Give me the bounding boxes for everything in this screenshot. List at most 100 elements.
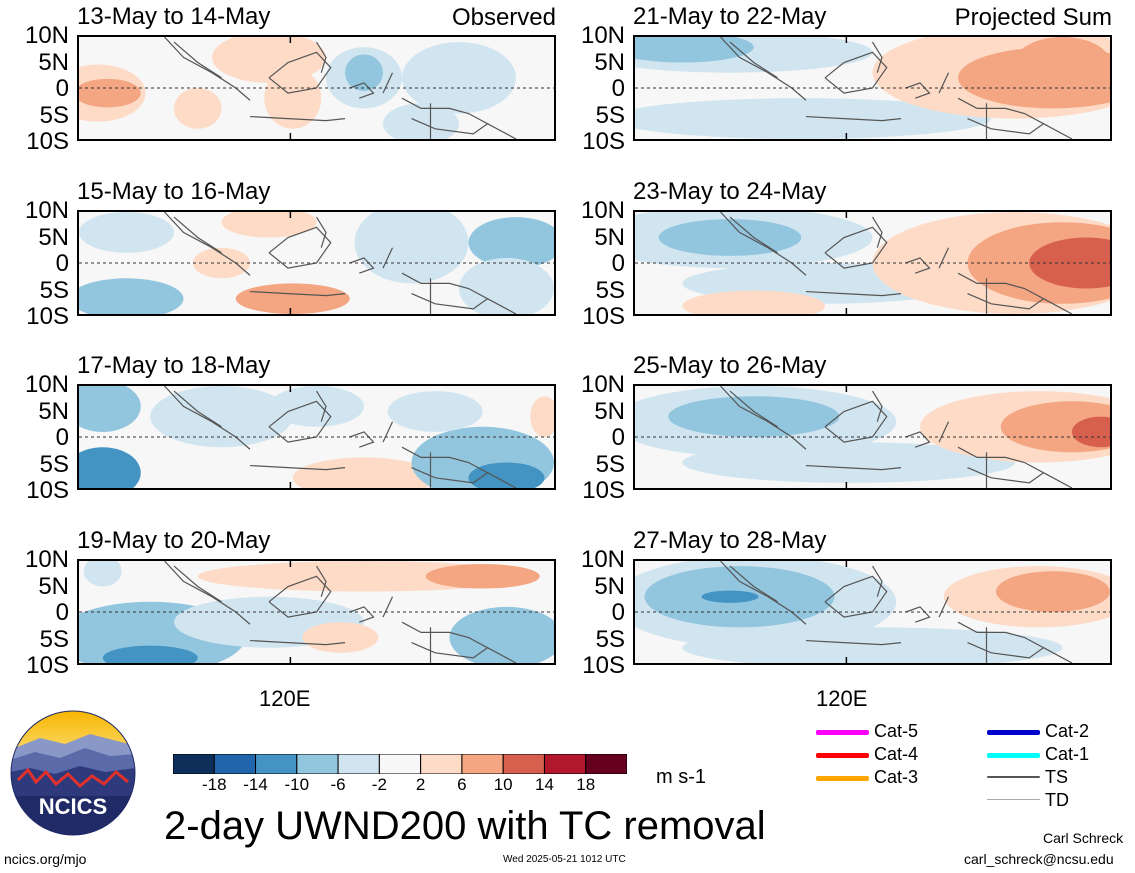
coastline [938,72,950,94]
y-tick-label: 0 [55,75,69,102]
legend-label-td: TD [1045,790,1069,810]
colorbar-tick-label: 6 [457,775,467,794]
contour-region [1015,37,1110,88]
legend-line-td [987,799,1040,800]
y-tick-label: 5N [38,572,69,600]
heatmap-plot [77,384,556,490]
colorbar-tick-label: 10 [493,775,513,794]
legend-label-cat-5: Cat-5 [874,721,919,741]
colorbar-swatch [378,753,422,775]
coastline [249,115,346,122]
contour-region [635,98,992,139]
panel-title: 17-May to 18-May [77,352,271,379]
colorbar-tick-label: 14 [534,775,554,794]
contour-region [682,627,1063,663]
coastline [173,390,222,428]
colorbar-swatch [337,753,380,775]
coastline [1043,123,1073,139]
heatmap-plot [77,210,556,316]
coastline [401,621,489,659]
y-tick-label: 10S [582,477,625,504]
contour-region [269,386,364,427]
contour-region [468,217,554,269]
coastline [720,561,807,625]
heatmap-plot [633,559,1112,665]
coastline [315,565,327,597]
y-tick-label: 0 [55,250,69,277]
contour-region [221,212,317,238]
y-tick-label: 0 [611,424,625,451]
y-tick-label: 5N [594,572,625,600]
coastline [720,212,807,276]
y-tick-label: 5S [595,450,625,478]
coastline [729,216,778,254]
coastline [729,41,778,79]
coastline [938,421,950,443]
y-tick-label: 5N [594,48,625,76]
logo-text: NCICS [39,794,107,819]
coastline [249,639,346,646]
heatmap-plot [633,384,1112,490]
y-tick-label: 5N [594,223,625,251]
contour-region [449,606,554,663]
y-tick-label: 10N [24,197,69,224]
contour-region [996,571,1110,612]
legend-line-cat-2 [987,730,1040,735]
contour-region [1072,416,1110,448]
coastline [729,565,778,603]
heatmap-plot [633,210,1112,316]
coastline [720,386,807,450]
contour-region [193,247,250,279]
coastline [1043,298,1073,314]
contour-region [668,396,840,437]
y-tick-label: 10N [24,22,69,49]
colorbar-swatch [172,753,215,775]
coastline [805,464,902,471]
y-tick-label: 10N [580,197,625,224]
coastline [382,247,394,269]
panel-label: Observed [451,4,556,31]
y-tick-label: 10S [26,477,69,504]
contour-region [83,561,122,587]
heatmap-plot [77,35,556,141]
panel-label: Projected Sum [954,4,1112,31]
y-tick-label: 10S [582,652,625,679]
x-tick-label-right: 120E [816,686,868,711]
colorbar-swatch [213,753,257,775]
footer-email: carl_schreck@ncsu.edu [964,851,1114,867]
coastline [1043,647,1073,663]
panel-title: 25-May to 26-May [633,352,827,379]
y-tick-label: 5N [38,48,69,76]
colorbar-tick-label: -10 [284,775,310,794]
colorbar-swatch [543,753,587,775]
coastline [938,247,950,269]
heatmap-plot [633,35,1112,141]
colorbar-swatch [502,753,545,775]
coastline [871,41,883,73]
coastline [249,290,346,297]
y-tick-label: 10N [580,546,625,573]
y-tick-label: 10S [582,128,625,155]
main-title: 2-day UWND200 with TC removal [164,804,766,848]
coastline [487,298,517,314]
y-tick-label: 5S [39,625,69,653]
x-tick-label-left: 120E [259,686,311,711]
contour-region [235,283,350,314]
legend-label-cat-3: Cat-3 [874,767,919,787]
coastline [957,272,1045,310]
coastline [268,575,332,618]
legend-line-cat-5 [816,730,869,735]
y-tick-label: 10S [26,652,69,679]
legend-line-cat-4 [816,753,869,758]
contour-region [174,88,222,129]
coastline [164,37,251,101]
coastline [824,575,888,618]
panel-title: 23-May to 24-May [633,178,827,205]
coastline [315,390,327,422]
coastline [729,390,778,428]
coastline [487,647,517,663]
y-tick-label: 10S [582,303,625,330]
coastline [805,290,902,297]
contour-region [79,78,141,108]
panel-title: 21-May to 22-May [633,3,827,30]
